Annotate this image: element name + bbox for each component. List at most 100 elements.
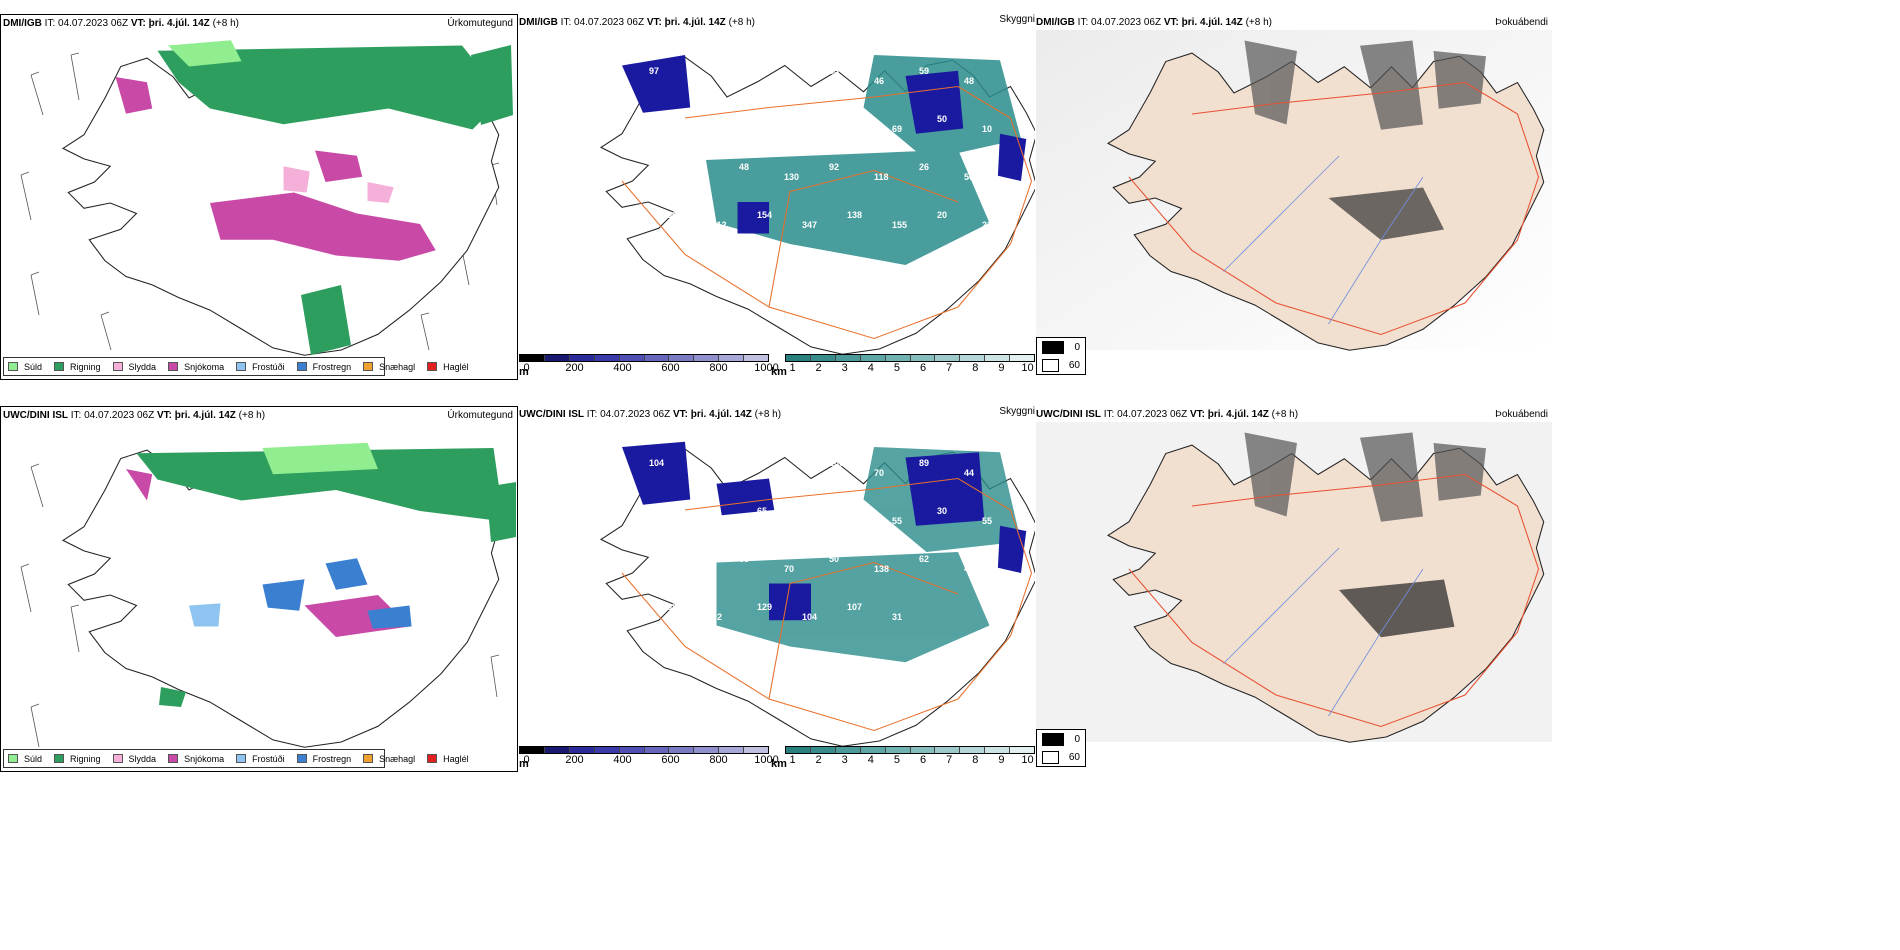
visibility-value-label: 10 bbox=[649, 162, 659, 172]
legend-label: Haglél bbox=[443, 753, 469, 764]
unit-m: m bbox=[519, 366, 529, 378]
legend-swatch bbox=[236, 362, 247, 371]
legend-label: Frostúði bbox=[252, 753, 285, 764]
scale-tick-label: 10 bbox=[1021, 362, 1034, 374]
visibility-value-label: 31 bbox=[892, 612, 902, 622]
scale-cell bbox=[569, 355, 595, 361]
panel-title: Þokuábendi bbox=[1495, 17, 1548, 28]
visibility-value-label: 118 bbox=[874, 172, 889, 182]
legend-swatch bbox=[427, 754, 438, 763]
scale-tick-label: 1 bbox=[789, 362, 796, 374]
visibility-map: 104 46 87 95 100 70 89 44 71 55 65 43 48 55 30 55 70 40 65… bbox=[600, 441, 1035, 746]
legend-item: Haglél bbox=[427, 754, 469, 764]
panel-title: Skyggni bbox=[999, 406, 1035, 417]
visibility-value-label: 92 bbox=[712, 612, 722, 622]
visibility-value-label: 95 bbox=[784, 468, 794, 478]
visibility-value-label: 70 bbox=[649, 554, 659, 564]
legend-swatch bbox=[168, 362, 179, 371]
precip-type-panel-2: UWC/DINI ISL IT: 04.07.2023 06Z VT: þri.… bbox=[0, 406, 518, 772]
scale-tick-label: 0 bbox=[523, 754, 530, 766]
visibility-value-label: 48 bbox=[847, 506, 857, 516]
legend-label: Slydda bbox=[128, 753, 157, 764]
scale-tick-label: 600 bbox=[661, 362, 680, 374]
scale-tick-label: 6 bbox=[919, 754, 927, 766]
scale-cell bbox=[835, 355, 861, 361]
precip-legend: Súld Rigning Slydda Snjókoma Frostúði Frostre… bbox=[3, 357, 469, 376]
scale-cell bbox=[744, 747, 769, 753]
scale-cell bbox=[1010, 355, 1035, 361]
scale-cell bbox=[719, 355, 745, 361]
fog-label: 0 bbox=[1074, 733, 1080, 745]
visibility-map: 97 100 30 70 53 46 59 48 64 53 50 55 17 69 50 10 10 56 48 1… bbox=[600, 55, 1035, 354]
scale-tick-label: 800 bbox=[709, 362, 728, 374]
scale-tick-label: 8 bbox=[972, 754, 979, 766]
fog-legend: 0 60 bbox=[1036, 337, 1086, 375]
legend-label: Slydda bbox=[128, 361, 157, 372]
visibility-value-label: 44 bbox=[964, 468, 974, 478]
scale-ticks: 0 200 400 600 800 1000 bbox=[519, 362, 778, 374]
visibility-panel-2: UWC/DINI ISL IT: 04.07.2023 06Z VT: þri.… bbox=[519, 406, 1035, 772]
visibility-value-label: 55 bbox=[982, 516, 992, 526]
scale-tick-label: 2 bbox=[815, 754, 822, 766]
scale-tick-label: 0 bbox=[523, 362, 530, 374]
scale-tick-label: 1000 bbox=[754, 362, 779, 374]
legend-item: Snjókoma bbox=[168, 754, 224, 764]
legend-label: Snæhagl bbox=[379, 361, 416, 372]
scale-tick-label: 5 bbox=[893, 754, 900, 766]
visibility-value-label: 59 bbox=[919, 66, 929, 76]
scale-tick-label: 5 bbox=[893, 362, 900, 374]
legend-swatch bbox=[363, 754, 374, 763]
legend-item: Snæhagl bbox=[363, 754, 415, 764]
precip-map bbox=[20, 442, 516, 748]
visibility-value-label: 46 bbox=[694, 468, 704, 478]
legend-swatch bbox=[112, 754, 123, 763]
scale-cell bbox=[786, 747, 811, 753]
visibility-value-label: 69 bbox=[892, 124, 902, 134]
panel-header: DMI/IGB IT: 04.07.2023 06Z VT: þri. 4.jú… bbox=[1036, 17, 1272, 28]
visibility-value-label: 56 bbox=[667, 210, 677, 220]
scale-bar bbox=[519, 354, 769, 362]
fog-legend: 0 60 bbox=[1036, 729, 1086, 767]
visibility-value-label: 97 bbox=[649, 66, 659, 76]
visibility-value-label: 89 bbox=[919, 458, 929, 468]
fog-panel-1: DMI/IGB IT: 04.07.2023 06Z VT: þri. 4.jú… bbox=[1036, 14, 1552, 380]
scale-cell bbox=[860, 747, 886, 753]
visibility-value-label: 17 bbox=[847, 114, 857, 124]
scale-tick-label: 1000 bbox=[754, 754, 779, 766]
scale-tick-label: 4 bbox=[867, 754, 874, 766]
visibility-value-label: 53 bbox=[829, 66, 839, 76]
fog-area bbox=[1244, 40, 1486, 240]
scale-tick-label: 9 bbox=[998, 754, 1005, 766]
visibility-value-label: 107 bbox=[847, 602, 862, 612]
scale-bar bbox=[785, 354, 1035, 362]
visibility-value-label: 10 bbox=[982, 124, 992, 134]
legend-label: Snjókoma bbox=[184, 753, 225, 764]
visibility-value-label: 129 bbox=[757, 602, 772, 612]
legend-item: Rigning bbox=[54, 754, 101, 764]
snow-area bbox=[115, 77, 436, 261]
legend-item: Slydda bbox=[112, 361, 157, 372]
panel-header: UWC/DINI ISL IT: 04.07.2023 06Z VT: þri.… bbox=[3, 410, 266, 421]
scale-tick-label: 800 bbox=[709, 754, 728, 766]
fog-legend-row: 60 bbox=[1037, 356, 1085, 374]
scale-tick-label: 200 bbox=[565, 362, 584, 374]
scale-cell bbox=[594, 355, 620, 361]
visibility-value-label: 92 bbox=[829, 162, 839, 172]
rivers bbox=[1223, 155, 1424, 325]
legend-swatch bbox=[296, 754, 307, 763]
visibility-scale: 1 2 3 4 5 6 7 8 9 10 bbox=[785, 746, 1035, 766]
legend-swatch bbox=[8, 754, 18, 763]
rain-area bbox=[157, 45, 504, 130]
legend-item: Snjókoma bbox=[168, 362, 224, 372]
legend-swatch bbox=[296, 362, 307, 371]
legend-swatch bbox=[363, 362, 374, 371]
visibility-scale: 1 2 3 4 5 6 7 8 9 10 bbox=[785, 354, 1035, 374]
legend-item: Frostúði bbox=[236, 754, 285, 764]
visibility-value-label: 55 bbox=[712, 516, 722, 526]
visibility-value-label: 49 bbox=[964, 564, 974, 574]
scale-cell bbox=[860, 355, 886, 361]
scale-cell bbox=[885, 355, 911, 361]
cloud-base-scale: 0 200 400 600 800 1000 bbox=[519, 746, 779, 766]
scale-cell bbox=[644, 747, 670, 753]
scale-tick-label: 4 bbox=[867, 362, 874, 374]
